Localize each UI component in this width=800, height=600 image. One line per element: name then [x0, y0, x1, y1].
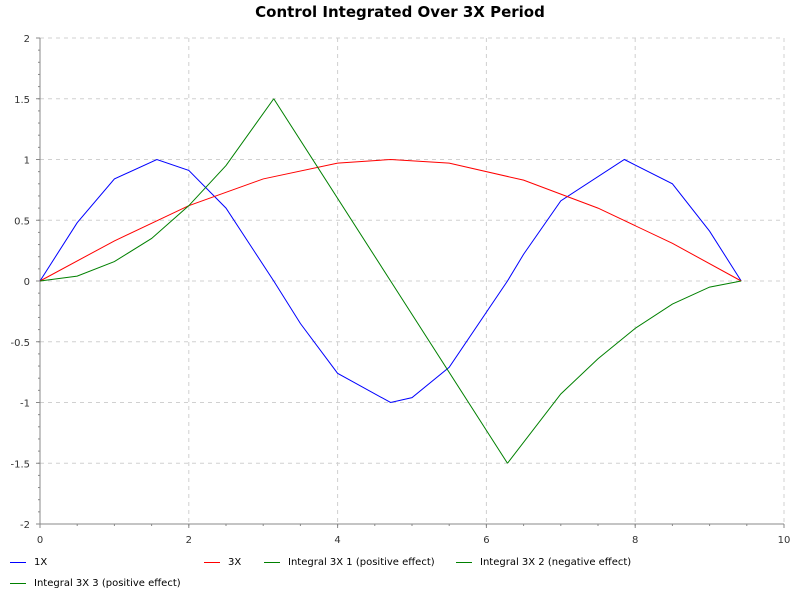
x-tick-label: 4 — [334, 535, 340, 546]
legend-label: Integral 3X 1 (positive effect) — [288, 556, 435, 568]
y-tick-label: -2 — [20, 520, 30, 531]
legend-item: Integral 3X 1 (positive effect) — [264, 552, 435, 572]
legend-swatch — [456, 561, 472, 563]
y-tick-label: -1.5 — [10, 459, 30, 470]
legend-item: Integral 3X 3 (positive effect) — [10, 573, 181, 593]
x-tick-label: 2 — [186, 535, 192, 546]
y-tick-label: 1 — [24, 156, 30, 167]
x-tick-label: 0 — [37, 535, 43, 546]
legend-swatch — [10, 561, 26, 563]
x-tick-label: 8 — [632, 535, 638, 546]
y-tick-label: 0 — [24, 277, 30, 288]
y-tick-label: 1.5 — [14, 95, 30, 106]
series-line-4 — [273, 98, 508, 464]
legend-item: 1X — [10, 552, 47, 572]
legend-item: 3X — [204, 552, 241, 572]
legend-swatch — [10, 582, 26, 584]
legend-label: Integral 3X 3 (positive effect) — [34, 577, 181, 589]
x-tick-label: 10 — [778, 535, 791, 546]
y-tick-label: 2 — [24, 34, 30, 45]
y-tick-label: 0.5 — [14, 216, 30, 227]
axes: 0 2 4 6 8 10 2 1.5 1 0.5 0 -0.5 -1 -1.5 -2 — [10, 34, 790, 546]
series-lines — [39, 98, 742, 464]
series-line-3 — [39, 98, 275, 282]
grid-lines — [40, 37, 785, 525]
x-tick-label: 6 — [483, 535, 489, 546]
series-line-2 — [39, 158, 742, 282]
legend-swatch — [264, 561, 280, 563]
legend-swatch — [204, 561, 220, 563]
legend-label: 1X — [34, 556, 48, 568]
series-line-5 — [507, 280, 742, 464]
legend-label: 3X — [228, 556, 242, 568]
series-line-1 — [39, 158, 742, 404]
legend-label: Integral 3X 2 (negative effect) — [480, 556, 632, 568]
legend-item: Integral 3X 2 (negative effect) — [456, 552, 631, 572]
legend: 1X 3X Integral 3X 1 (positive effect) Integ… — [0, 550, 800, 600]
y-tick-label: -1 — [20, 399, 30, 410]
chart-title: Control Integrated Over 3X Period — [255, 3, 545, 21]
y-tick-label: -0.5 — [10, 338, 30, 349]
